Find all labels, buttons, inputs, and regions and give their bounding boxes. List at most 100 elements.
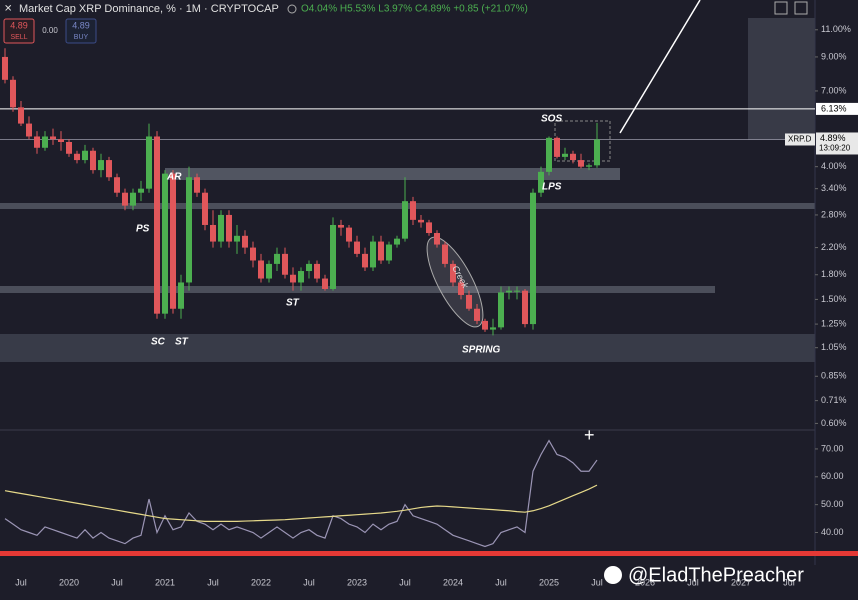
annotation: ST <box>286 298 300 309</box>
shade-zone <box>748 18 815 140</box>
y-tick-label: 0.85% <box>821 371 847 381</box>
watermark: @EladThePreacher <box>628 564 804 586</box>
toolbar-button[interactable] <box>774 1 788 15</box>
candle-body <box>570 153 576 161</box>
y-tick-label: 1.80% <box>821 269 847 279</box>
candle-body <box>322 278 328 289</box>
candle-body <box>506 290 512 293</box>
candle-body <box>194 177 200 193</box>
candle-body <box>354 241 360 254</box>
candle-body <box>50 136 56 140</box>
spread: 0.00 <box>42 26 58 35</box>
candle-body <box>242 235 248 248</box>
candle-body <box>298 271 304 283</box>
sell-button[interactable] <box>3 18 35 44</box>
candle-body <box>34 136 40 148</box>
y-tick-label: 2.80% <box>821 209 847 219</box>
candle-body <box>514 290 520 292</box>
y-tick-label: 1.05% <box>821 342 847 352</box>
candle-body <box>154 136 160 314</box>
x-tick-label: 2025 <box>539 577 559 587</box>
toolbar-button[interactable] <box>794 1 808 15</box>
candle-body <box>522 290 528 325</box>
candle-body <box>546 137 552 172</box>
annotation: LPS <box>542 182 562 193</box>
countdown: 13:09:20 <box>819 144 851 153</box>
candle-body <box>394 238 400 245</box>
y-tick-label: 40.00 <box>821 527 844 537</box>
x-tick-label: 2022 <box>251 577 271 587</box>
candle-body <box>66 142 72 154</box>
buy-button[interactable] <box>65 18 97 44</box>
h-line-label: 6.13% <box>821 103 847 113</box>
candle-body <box>530 192 536 325</box>
y-tick-label: 60.00 <box>821 471 844 481</box>
candle-body <box>562 153 568 157</box>
candle-body <box>258 260 264 279</box>
candle-body <box>442 244 448 264</box>
x-tick-label: Jul <box>207 577 219 587</box>
y-tick-label: 70.00 <box>821 443 844 453</box>
candle-body <box>210 224 216 242</box>
status-icon <box>287 4 297 14</box>
watermark-icon <box>604 566 622 584</box>
candle-body <box>18 107 24 124</box>
candle-body <box>466 294 472 309</box>
candle-body <box>58 139 64 143</box>
candle-body <box>538 171 544 193</box>
y-tick-label: 4.00% <box>821 161 847 171</box>
candle-body <box>418 219 424 223</box>
candle-body <box>26 123 32 137</box>
candle-body <box>274 253 280 264</box>
x-tick-label: 2020 <box>59 577 79 587</box>
candle-body <box>202 192 208 225</box>
candle-body <box>98 160 104 171</box>
candle-body <box>306 263 312 272</box>
candle-body <box>2 56 8 80</box>
x-tick-label: 2021 <box>155 577 175 587</box>
candle-body <box>10 79 16 108</box>
buy-price: 4.89 <box>72 20 90 30</box>
candle-body <box>218 214 224 242</box>
candle-body <box>378 241 384 261</box>
zone <box>0 286 715 293</box>
candle-body <box>178 282 184 309</box>
annotation: PS <box>136 224 150 235</box>
ohlc: O4.04% H5.53% L3.97% C4.89% +0.85 (+21.0… <box>301 4 528 15</box>
candle-body <box>186 177 192 283</box>
candle-body <box>170 173 176 309</box>
x-tick-label: Jul <box>111 577 123 587</box>
y-tick-label: 3.40% <box>821 183 847 193</box>
candle-body <box>594 139 600 166</box>
sell-label: SELL <box>10 34 27 41</box>
candle-body <box>578 160 584 167</box>
x-tick-label: 2023 <box>347 577 367 587</box>
close-icon[interactable]: ✕ <box>4 4 12 15</box>
candle-body <box>490 327 496 330</box>
annotation: ST <box>175 337 189 348</box>
y-tick-label: 0.71% <box>821 395 847 405</box>
candle-body <box>450 263 456 283</box>
crosshair: + <box>584 425 595 445</box>
y-tick-label: 1.25% <box>821 318 847 328</box>
candle-body <box>162 173 168 314</box>
y-tick-label: 11.00% <box>821 24 851 34</box>
x-tick-label: Jul <box>15 577 27 587</box>
annotation: SPRING <box>462 345 501 356</box>
y-tick-label: 7.00% <box>821 85 847 95</box>
candle-body <box>226 214 232 242</box>
zone <box>165 168 620 180</box>
candle-body <box>106 160 112 178</box>
plot-area: 11.00% 9.00% 7.00% 4.00% 3.40% 2.80% 2.20% 1.80… <box>0 24 858 587</box>
candle-body <box>402 201 408 239</box>
candle-body <box>330 224 336 289</box>
y-tick-label: 2.20% <box>821 242 847 252</box>
trend-line <box>619 0 701 134</box>
candle-body <box>74 153 80 161</box>
candle-body <box>338 224 344 228</box>
candle-body <box>386 244 392 261</box>
x-tick-label: Jul <box>399 577 411 587</box>
last-price-bg <box>816 132 858 155</box>
